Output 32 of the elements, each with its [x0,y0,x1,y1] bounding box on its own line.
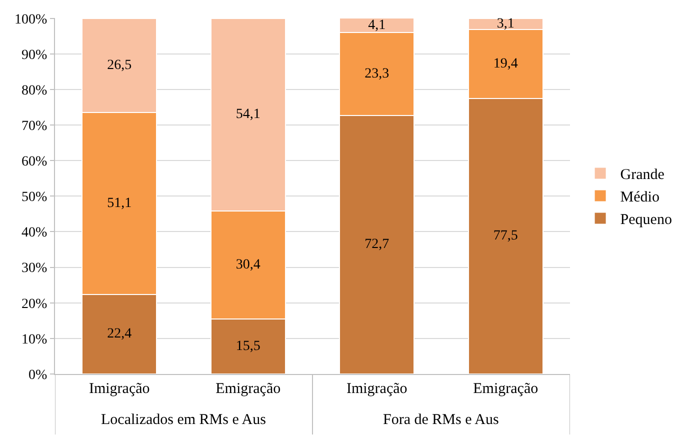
data-label: 23,3 [364,66,390,82]
y-tick-label: 0% [28,368,48,383]
x-tick-label: Imigração [346,381,408,397]
x-tick-label: Imigração [88,381,150,397]
data-label: 19,4 [493,56,518,72]
data-label: 51,1 [107,196,132,211]
legend-label: Médio [620,190,660,206]
y-tick-label: 70% [22,118,48,134]
y-tick-label: 100% [14,12,48,28]
data-label: 3,1 [496,16,514,32]
x-tick-label: Emigração [216,381,281,397]
text: Localizados em RMs e Aus [101,412,266,428]
data-label: 54,1 [236,107,260,122]
legend-label: Pequeno [620,212,672,228]
data-label: 26,5 [107,58,132,73]
data-label: 30,4 [236,257,260,272]
data-label: 4,1 [368,18,386,33]
y-tick-label: 10% [22,332,48,348]
y-tick-label: 40% [22,226,48,241]
x-tick-label: Emigração [473,381,538,397]
y-tick-label: 60% [22,154,48,170]
y-tick-label: 80% [22,83,48,98]
data-label: 77,5 [493,228,518,244]
y-tick-label: 90% [22,48,48,63]
legend-label: Grande [620,167,665,184]
y-tick-label: 30% [22,261,48,276]
data-label: 22,4 [107,326,132,342]
data-label: 15,5 [236,338,260,354]
data-label: 72,7 [364,237,390,252]
y-tick-label: 20% [22,296,48,312]
text: Fora de RMs e Aus [383,412,499,428]
y-tick-label: 50% [22,190,48,206]
